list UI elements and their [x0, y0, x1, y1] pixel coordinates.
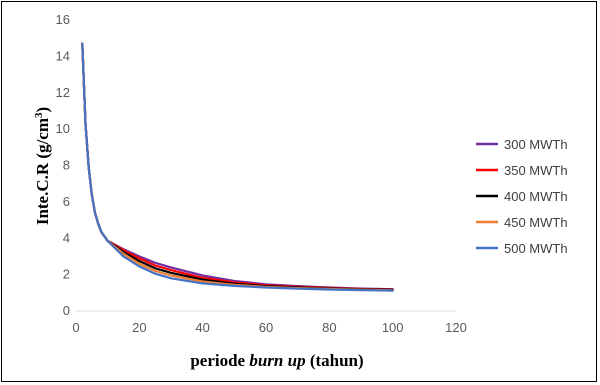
x-axis-title-prefix: periode — [190, 351, 249, 370]
y-axis-title: Inte.C.R (g/cm3) — [33, 107, 52, 225]
y-tick-label: 0 — [63, 303, 70, 318]
x-tick-label: 60 — [259, 320, 273, 335]
y-axis-title-main: Inte.C.R (g/cm — [33, 118, 52, 225]
axes: 0 2 4 6 8 10 12 14 16 0 20 40 60 80 100 120 — [56, 12, 467, 335]
x-axis-title-suffix: (tahun) — [306, 351, 364, 370]
x-tick-label: 100 — [382, 320, 404, 335]
legend-label: 500 MWTh — [504, 241, 568, 256]
y-tick-label: 14 — [56, 48, 70, 63]
y-tick-label: 10 — [56, 121, 70, 136]
y-tick-label: 4 — [63, 230, 70, 245]
legend-label: 450 MWTh — [504, 215, 568, 230]
y-tick-label: 8 — [63, 158, 70, 173]
x-axis-title: periode burn up (tahun) — [190, 351, 363, 370]
y-tick-label: 16 — [56, 12, 70, 27]
y-tick-label: 6 — [63, 194, 70, 209]
x-tick-label: 120 — [445, 320, 467, 335]
x-tick-label: 20 — [132, 320, 146, 335]
legend-label: 300 MWTh — [504, 137, 568, 152]
legend: 300 MWTh 350 MWTh 400 MWTh 450 MWTh 500 MWTh — [476, 137, 568, 256]
x-tick-label: 0 — [72, 320, 79, 335]
y-axis-title-sup: 3 — [33, 112, 45, 118]
series-line-350-mwth — [81, 42, 394, 291]
legend-label: 350 MWTh — [504, 163, 568, 178]
y-tick-label: 2 — [63, 267, 70, 282]
x-tick-label: 40 — [195, 320, 209, 335]
legend-label: 400 MWTh — [504, 189, 568, 204]
x-tick-label: 80 — [322, 320, 336, 335]
series-line-500-mwth — [81, 42, 394, 292]
y-tick-label: 12 — [56, 85, 70, 100]
y-axis-title-end: ) — [33, 107, 52, 113]
series-layer — [81, 42, 394, 292]
x-axis-title-italic: burn up — [249, 351, 305, 370]
